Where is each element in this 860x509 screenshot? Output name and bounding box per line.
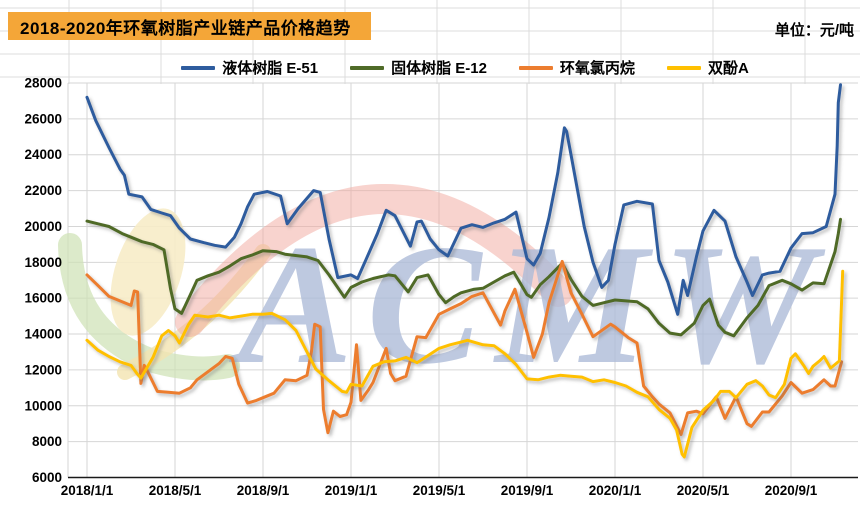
y-tick-label: 20000 xyxy=(24,219,62,234)
series-line-3 xyxy=(85,269,845,459)
y-tick-label: 12000 xyxy=(24,362,62,377)
series-line-1 xyxy=(85,217,842,338)
chart-title: 2018-2020年环氧树脂产业链产品价格趋势 xyxy=(20,18,351,38)
x-tick-label: 2018/9/1 xyxy=(237,483,290,498)
y-tick-label: 18000 xyxy=(24,255,62,270)
axis-labels: 6000 8000 10000 12000 14000 16000 18000 20000 22… xyxy=(24,76,817,499)
x-tick-label: 2018/1/1 xyxy=(61,483,114,498)
x-tick-label: 2018/5/1 xyxy=(149,483,202,498)
x-tick-label: 2019/5/1 xyxy=(413,483,466,498)
x-tick-label: 2020/5/1 xyxy=(677,483,730,498)
y-tick-label: 26000 xyxy=(24,111,62,126)
y-tick-label: 16000 xyxy=(24,291,62,306)
legend-label: 双酚A xyxy=(707,60,749,77)
series-lines xyxy=(85,83,845,459)
x-tick-label: 2019/9/1 xyxy=(501,483,554,498)
chart-legend: 液体树脂 E-51 固体树脂 E-12 环氧氯丙烷 双酚A xyxy=(0,57,860,78)
x-tick-label: 2020/9/1 xyxy=(765,483,818,498)
y-tick-label: 22000 xyxy=(24,183,62,198)
series-line-0 xyxy=(85,83,842,316)
legend-line-swatch-icon xyxy=(181,65,216,70)
y-tick-label: 8000 xyxy=(32,434,62,449)
legend-label: 固体树脂 E-12 xyxy=(391,60,487,77)
x-tick-label: 2020/1/1 xyxy=(589,483,642,498)
logo-petal-pink-icon xyxy=(175,184,573,337)
y-tick-label: 6000 xyxy=(32,470,62,485)
legend-item-2: 环氧氯丙烷 xyxy=(518,57,635,78)
legend-line-swatch-icon xyxy=(518,65,553,70)
legend-item-1: 固体树脂 E-12 xyxy=(350,57,487,78)
x-tick-label: 2019/1/1 xyxy=(325,483,378,498)
y-tick-label: 28000 xyxy=(24,76,62,91)
legend-line-swatch-icon xyxy=(666,65,701,70)
legend-item-0: 液体树脂 E-51 xyxy=(181,57,318,78)
legend-line-swatch-icon xyxy=(350,65,385,70)
chart-title-box: 2018-2020年环氧树脂产业链产品价格趋势 xyxy=(8,12,371,40)
unit-label: 单位：元/吨 xyxy=(774,22,854,39)
y-tick-label: 14000 xyxy=(24,327,62,342)
legend-label: 环氧氯丙烷 xyxy=(559,60,635,77)
legend-item-3: 双酚A xyxy=(666,57,749,78)
legend-label: 液体树脂 E-51 xyxy=(222,60,319,77)
y-tick-label: 24000 xyxy=(24,147,62,162)
y-tick-label: 10000 xyxy=(24,398,62,413)
